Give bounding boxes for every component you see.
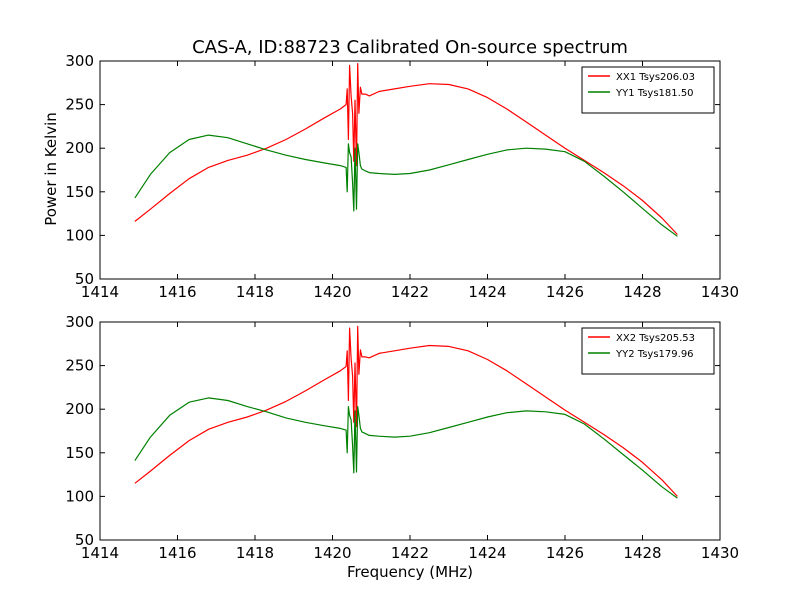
x-tick-label: 1428	[623, 283, 661, 301]
y-axis-label: Power in Kelvin	[42, 112, 60, 226]
y-tick-label: 300	[65, 52, 94, 70]
y-tick-label: 250	[65, 357, 94, 375]
y-tick-label: 150	[65, 183, 94, 201]
x-tick-label: 1422	[391, 544, 429, 562]
x-tick-label: 1420	[313, 544, 351, 562]
legend-label: XX2 Tsys205.53	[616, 333, 695, 344]
y-tick-label: 100	[65, 487, 94, 505]
x-tick-label: 1418	[236, 283, 274, 301]
x-tick-label: 1424	[468, 544, 506, 562]
legend-label: YY2 Tsys179.96	[615, 349, 694, 360]
x-tick-label: 1424	[468, 283, 506, 301]
legend-label: YY1 Tsys181.50	[615, 88, 694, 99]
legend-box	[581, 66, 715, 114]
x-tick-label: 1422	[391, 283, 429, 301]
x-tick-label: 1428	[623, 544, 661, 562]
x-axis-label: Frequency (MHz)	[347, 563, 473, 581]
y-tick-label: 50	[75, 270, 94, 288]
y-tick-label: 100	[65, 226, 94, 244]
figure-title: CAS-A, ID:88723 Calibrated On-source spe…	[192, 37, 628, 58]
legend-label: XX1 Tsys206.03	[616, 72, 695, 83]
series-line-0-1	[134, 134, 678, 237]
legend-box	[581, 327, 715, 375]
x-tick-label: 1426	[546, 283, 584, 301]
y-tick-label: 200	[65, 400, 94, 418]
x-tick-label: 1418	[236, 544, 274, 562]
x-tick-label: 1426	[546, 544, 584, 562]
y-tick-label: 250	[65, 96, 94, 114]
x-tick-label: 1416	[158, 544, 196, 562]
series-line-1-1	[134, 397, 678, 499]
x-tick-label: 1430	[701, 283, 739, 301]
x-tick-label: 1414	[81, 544, 119, 562]
x-tick-label: 1430	[701, 544, 739, 562]
y-tick-label: 300	[65, 313, 94, 331]
x-tick-label: 1420	[313, 283, 351, 301]
y-tick-label: 50	[75, 531, 94, 549]
x-tick-label: 1414	[81, 283, 119, 301]
series-line-1-0	[134, 325, 678, 497]
y-tick-label: 150	[65, 444, 94, 462]
series-line-0-0	[134, 62, 678, 235]
x-tick-label: 1416	[158, 283, 196, 301]
legend: XX2 Tsys205.53 YY2 Tsys179.96	[581, 327, 715, 375]
legend: XX1 Tsys206.03 YY1 Tsys181.50	[581, 66, 715, 114]
spectrum-panel-bottom: 1414 1416 1418 1420 1422 1424 1426 1428 1430 50 10…	[65, 313, 739, 562]
y-tick-label: 200	[65, 139, 94, 157]
spectrum-panel-top: 1414 1416 1418 1420 1422 1424 1426 1428 1430 50 10…	[65, 52, 739, 301]
